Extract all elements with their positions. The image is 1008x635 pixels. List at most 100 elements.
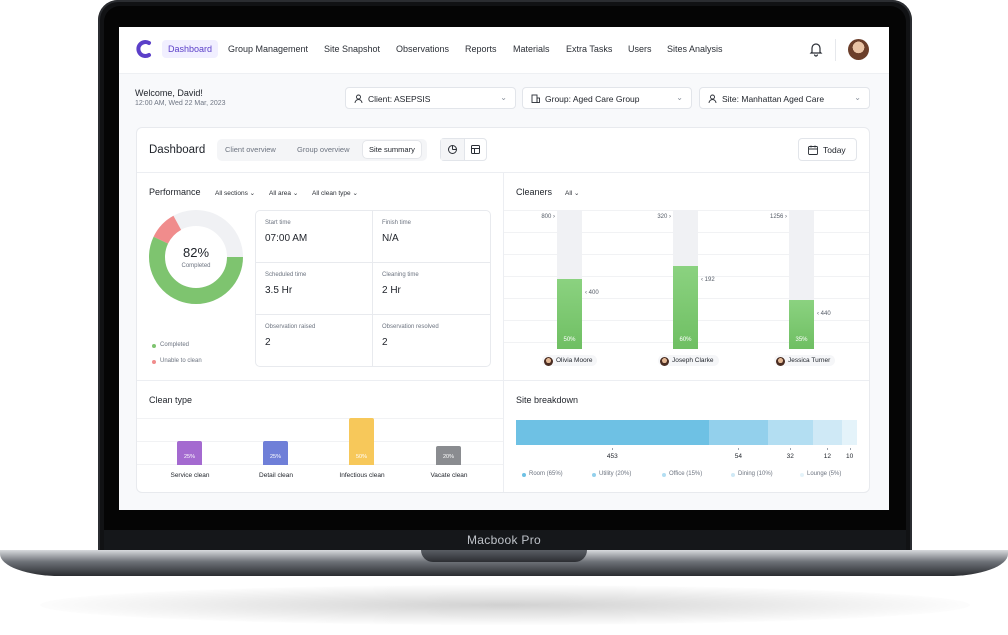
pie-chart-icon (448, 145, 457, 154)
nav-group-management[interactable]: Group Management (228, 44, 309, 54)
filter-clean-type[interactable]: All clean type ⌄ (312, 190, 358, 197)
donut-completed-segment (149, 210, 243, 304)
cleaner-bar (557, 279, 582, 349)
group-select-value: Group: Aged Care Group (545, 94, 640, 104)
breakdown-legend: Utility (20%) (599, 471, 632, 477)
today-button[interactable]: Today (798, 138, 857, 161)
gridline (137, 441, 503, 442)
breakdown-tick (849, 448, 851, 450)
metric-value: 2 (265, 337, 271, 348)
clean-type-bar (349, 418, 374, 465)
breakdown-legend-dot (522, 473, 526, 477)
clean-type-bar (436, 446, 461, 465)
cleaner-bar (673, 266, 698, 349)
chevron-down-icon: ⌄ (676, 93, 683, 102)
legend-dot-unable (152, 360, 156, 364)
metric-observation-resolved: Observation resolved 2 (373, 315, 490, 367)
filter-sections[interactable]: All sections ⌄ (215, 190, 256, 197)
breakdown-value: 453 (606, 453, 618, 460)
cleaner-bar (789, 300, 814, 349)
filter-area-label: All area (269, 190, 292, 197)
calendar-icon (808, 145, 818, 155)
nav-site-snapshot[interactable]: Site Snapshot (324, 44, 381, 54)
performance-donut (149, 210, 243, 304)
cleaner-avatar (660, 357, 669, 366)
gridline (137, 418, 503, 419)
nav-extra-tasks[interactable]: Extra Tasks (566, 44, 613, 54)
metric-label: Scheduled time (265, 272, 307, 278)
user-icon (354, 94, 363, 103)
cleaner-avatar (776, 357, 785, 366)
cleaner-done: ‹ 192 (701, 277, 715, 283)
metric-start-time: Start time 07:00 AM (256, 211, 373, 263)
nav-observations[interactable]: Observations (396, 44, 450, 54)
nav-materials[interactable]: Materials (513, 44, 550, 54)
cleaner-total: 320 › (657, 214, 671, 220)
clean-type-percent: 25% (183, 454, 195, 460)
cleaners-filter[interactable]: All ⌄ (565, 190, 580, 197)
device-label: Macbook Pro (467, 533, 541, 547)
legend-unable: Unable to clean (160, 358, 202, 364)
chart-view-button[interactable] (441, 139, 465, 160)
site-select-value: Site: Manhattan Aged Care (722, 94, 825, 104)
legend-completed: Completed (160, 342, 190, 348)
tab-group-overview[interactable]: Group overview (297, 145, 350, 154)
laptop-shadow (40, 585, 970, 625)
clean-type-percent: 50% (355, 454, 367, 460)
metric-value: N/A (382, 233, 399, 244)
site-select[interactable]: Site: Manhattan Aged Care ⌄ (699, 87, 870, 109)
breakdown-tick (612, 448, 614, 450)
laptop-notch (421, 550, 587, 562)
breakdown-legend: Room (65%) (529, 471, 563, 477)
card-divider-vertical (503, 172, 504, 492)
breakdown-tick (738, 448, 740, 450)
filter-sections-label: All sections (215, 190, 248, 197)
cleaner-avatar (544, 357, 553, 366)
table-view-button[interactable] (464, 139, 487, 160)
metric-cleaning-time: Cleaning time 2 Hr (373, 263, 490, 315)
cleaner-total: 800 › (541, 214, 555, 220)
chevron-down-icon: ⌄ (500, 93, 507, 102)
client-select[interactable]: Client: ASEPSIS ⌄ (345, 87, 516, 109)
cleaner-percent: 50% (563, 337, 576, 343)
clean-type-bar (263, 441, 288, 465)
cleaners-title: Cleaners (516, 187, 553, 197)
breakdown-tick (827, 448, 829, 450)
filter-area[interactable]: All area ⌄ (269, 190, 299, 197)
clean-type-label: Vacate clean (430, 472, 468, 479)
nav-users[interactable]: Users (628, 44, 652, 54)
chevron-down-icon: ⌄ (854, 93, 861, 102)
bell-icon[interactable] (809, 41, 823, 57)
breakdown-legend-dot (800, 473, 804, 477)
app-screen: Dashboard Group Management Site Snapshot… (119, 27, 889, 510)
welcome-text: Welcome, David! (135, 88, 203, 98)
metric-label: Observation resolved (382, 324, 439, 330)
breakdown-legend: Lounge (5%) (807, 471, 842, 477)
metric-label: Start time (265, 220, 291, 226)
nav-dashboard[interactable]: Dashboard (162, 40, 219, 58)
breakdown-segment (768, 420, 813, 445)
breakdown-tick (790, 448, 792, 450)
completed-percent: 82% (182, 245, 210, 260)
tab-client-overview[interactable]: Client overview (225, 145, 276, 154)
tab-site-summary[interactable]: Site summary (363, 141, 421, 158)
bezel-strip (104, 530, 906, 550)
breakdown-segment (842, 420, 857, 445)
filter-clean-type-label: All clean type (312, 190, 351, 197)
overview-tabs: Client overview Group overview Site summ… (217, 139, 427, 161)
cleaner-name: Olivia Moore (542, 355, 598, 366)
group-select[interactable]: Group: Aged Care Group ⌄ (522, 87, 692, 109)
cleaner-done: ‹ 440 (817, 311, 831, 317)
cleaners-filter-label: All (565, 190, 573, 197)
current-datetime: 12:00 AM, Wed 22 Mar, 2023 (135, 100, 226, 107)
app-logo-icon[interactable] (135, 39, 153, 59)
nav-sites-analysis[interactable]: Sites Analysis (667, 44, 723, 54)
card-title: Dashboard (149, 144, 206, 156)
breakdown-legend: Dining (10%) (738, 471, 773, 477)
nav-reports[interactable]: Reports (465, 44, 497, 54)
user-avatar[interactable] (848, 39, 869, 60)
metric-label: Observation raised (265, 324, 316, 330)
table-icon (471, 145, 480, 154)
clean-type-label: Infectious clean (339, 472, 385, 479)
client-select-value: Client: ASEPSIS (368, 94, 431, 104)
